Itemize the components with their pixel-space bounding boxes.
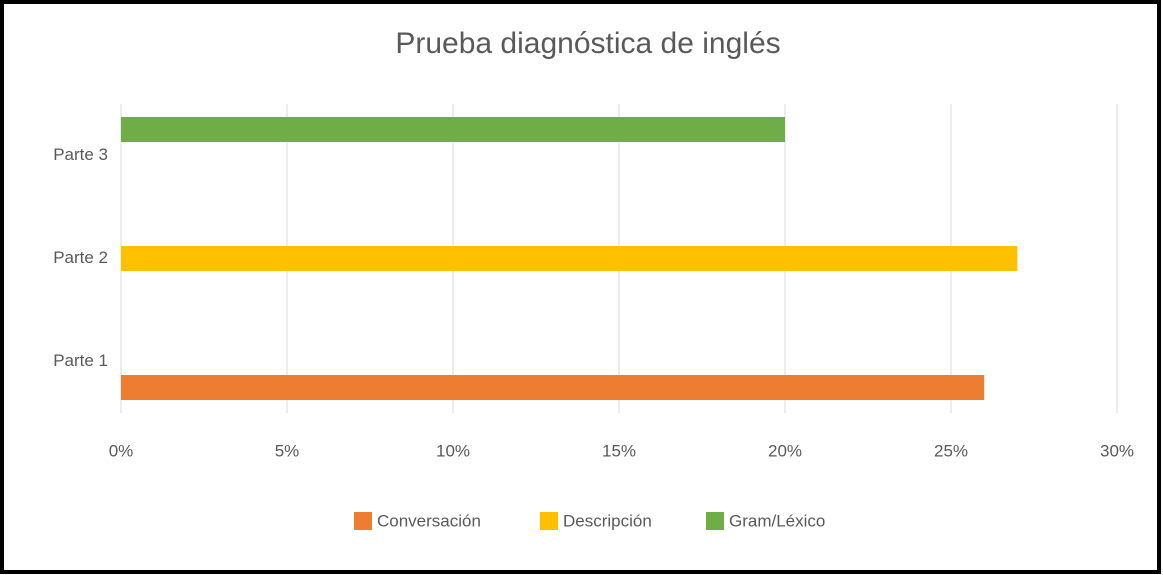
- x-tick-label: 30%: [1100, 441, 1134, 460]
- chart-title: Prueba diagnóstica de inglés: [395, 27, 780, 60]
- x-tick-label: 10%: [436, 441, 470, 460]
- x-tick-label: 25%: [934, 441, 968, 460]
- bar: [121, 246, 1018, 271]
- y-tick-label: Parte 3: [53, 145, 108, 164]
- legend-label: Gram/Léxico: [729, 511, 825, 530]
- y-tick-label: Parte 2: [53, 248, 108, 267]
- legend-swatch: [354, 512, 372, 530]
- legend-swatch: [540, 512, 558, 530]
- legend-label: Descripción: [563, 511, 652, 530]
- x-tick-label: 20%: [768, 441, 802, 460]
- x-tick-label: 5%: [275, 441, 300, 460]
- bar: [121, 375, 985, 400]
- x-tick-label: 0%: [109, 441, 134, 460]
- legend-label: Conversación: [377, 511, 481, 530]
- bar: [121, 117, 785, 142]
- x-tick-label: 15%: [602, 441, 636, 460]
- legend-swatch: [706, 512, 724, 530]
- y-tick-label: Parte 1: [53, 351, 108, 370]
